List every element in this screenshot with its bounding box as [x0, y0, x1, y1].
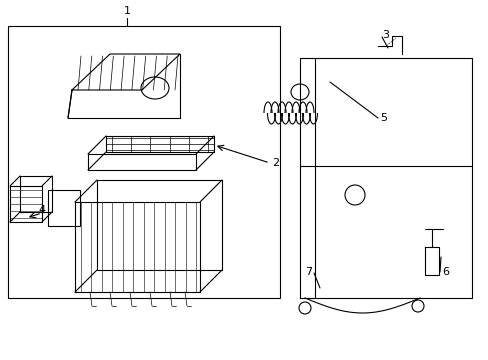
- Text: 4: 4: [39, 205, 45, 215]
- Bar: [48, 190, 80, 226]
- Text: 2: 2: [271, 158, 279, 168]
- Text: 6: 6: [441, 267, 448, 277]
- Text: 1: 1: [123, 6, 130, 16]
- Bar: [88, 154, 196, 170]
- Bar: [8, 26, 280, 298]
- Text: 3: 3: [381, 30, 388, 40]
- Text: 5: 5: [379, 113, 386, 123]
- Text: 7: 7: [305, 267, 311, 277]
